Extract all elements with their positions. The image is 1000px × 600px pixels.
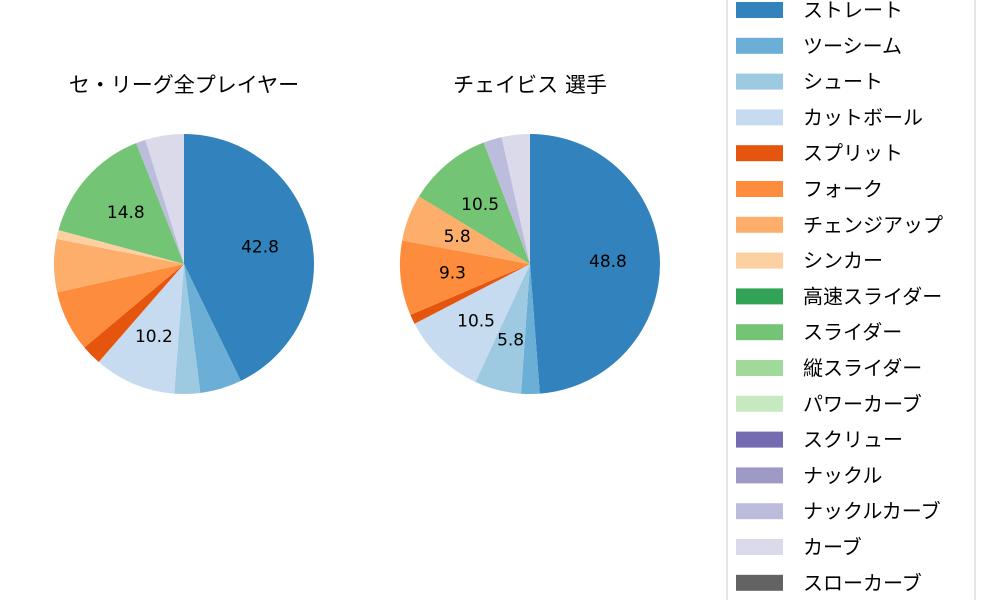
pie-slice-league-2	[174, 264, 201, 394]
pie-slice-player-1	[521, 264, 540, 395]
legend-swatch-12	[736, 431, 783, 448]
legend-label-10: 縦スライダー	[803, 356, 922, 380]
legend-label-9: スライダー	[803, 320, 902, 344]
legend-swatch-13	[736, 467, 783, 484]
pie-slice-player-2	[475, 264, 530, 394]
legend-swatch-3	[736, 109, 783, 126]
pie-slice-player-5	[400, 240, 530, 315]
legend-label-1: ツーシーム	[803, 34, 902, 58]
legend-label-6: チェンジアップ	[803, 213, 943, 237]
pie-slice-player-9	[418, 142, 530, 264]
pie-slice-league-0	[184, 134, 314, 381]
legend-swatch-11	[736, 395, 783, 412]
pie-slice-league-6	[54, 238, 184, 293]
legend-label-16: スローカーブ	[803, 571, 922, 595]
legend-swatch-9	[736, 324, 783, 341]
legend-swatch-14	[736, 503, 783, 520]
pie-slice-player-0	[530, 134, 660, 394]
legend-swatch-5	[736, 181, 783, 197]
pie-slice-player-3	[414, 264, 530, 382]
legend-swatch-8	[736, 288, 783, 305]
pie-slice-league-5	[57, 264, 184, 348]
legend-swatch-7	[736, 252, 783, 269]
pie-value-label-league-0: 42.8	[241, 238, 279, 258]
legend-label-15: カーブ	[803, 535, 862, 559]
legend-label-12: スクリュー	[803, 428, 903, 452]
pie-value-label-player-5: 9.3	[439, 264, 466, 284]
pie-slice-league-15	[145, 134, 184, 264]
pie-slice-league-4	[84, 264, 184, 363]
legend-swatch-2	[736, 73, 783, 90]
legend-label-4: スプリット	[803, 141, 903, 165]
pie-value-label-player-9: 10.5	[461, 195, 499, 215]
pie-value-label-league-9: 14.8	[107, 203, 145, 223]
pie-value-label-player-2: 5.8	[497, 331, 524, 351]
legend-swatch-10	[736, 360, 783, 376]
pie-value-label-player-0: 48.8	[589, 252, 627, 272]
legend-swatch-1	[736, 37, 783, 54]
legend-swatch-4	[736, 145, 783, 162]
legend-label-13: ナックル	[803, 463, 882, 487]
pie-slice-player-15	[501, 134, 530, 264]
legend-swatch-0	[736, 2, 783, 18]
pie-title-player: チェイビス 選手	[453, 73, 607, 97]
legend-label-8: 高速スライダー	[803, 284, 942, 308]
pie-slice-league-7	[56, 230, 184, 264]
pie-value-label-player-3: 10.5	[457, 311, 495, 331]
pie-value-label-player-6: 5.8	[444, 227, 471, 247]
legend-swatch-6	[736, 216, 783, 233]
legend-label-14: ナックルカーブ	[803, 499, 941, 523]
pie-slice-player-4	[410, 264, 530, 324]
pie-slice-player-14	[483, 137, 530, 264]
legend-swatch-16	[736, 574, 783, 591]
pie-value-label-league-3: 10.2	[135, 327, 173, 347]
pie-slice-league-1	[184, 264, 241, 393]
legend-label-0: ストレート	[803, 0, 903, 22]
legend-label-11: パワーカーブ	[803, 392, 922, 416]
legend-label-7: シンカー	[803, 249, 883, 273]
pie-slice-player-6	[402, 196, 530, 264]
pie-slice-league-14	[136, 139, 184, 264]
legend-label-2: シュート	[803, 70, 883, 94]
pie-title-league: セ・リーグ全プレイヤー	[69, 73, 299, 97]
legend-label-3: カットボール	[803, 105, 923, 129]
pie-chart-league: 42.8 10.2 14.8 セ・リーグ全プレイヤー	[54, 73, 314, 394]
pie-slice-league-3	[98, 264, 184, 394]
pie-slice-league-9	[58, 143, 185, 264]
legend-swatch-15	[736, 539, 783, 555]
legend: ストレートツーシームシュートカットボールスプリットフォークチェンジアップシンカー…	[726, 0, 976, 600]
legend-label-5: フォーク	[803, 177, 883, 201]
